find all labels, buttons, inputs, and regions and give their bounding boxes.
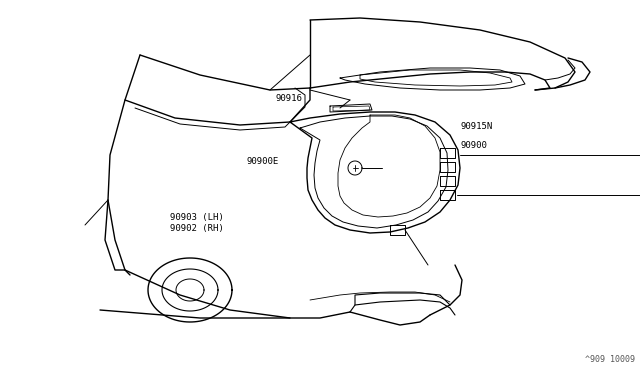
Text: 90903 (LH): 90903 (LH): [170, 213, 223, 222]
Text: 90915N: 90915N: [461, 122, 493, 131]
Text: 90900E: 90900E: [246, 157, 278, 166]
Text: 90916: 90916: [275, 94, 302, 103]
Text: 90900: 90900: [461, 141, 488, 150]
Text: 90902 (RH): 90902 (RH): [170, 224, 223, 233]
Text: ^909 10009: ^909 10009: [585, 355, 635, 364]
